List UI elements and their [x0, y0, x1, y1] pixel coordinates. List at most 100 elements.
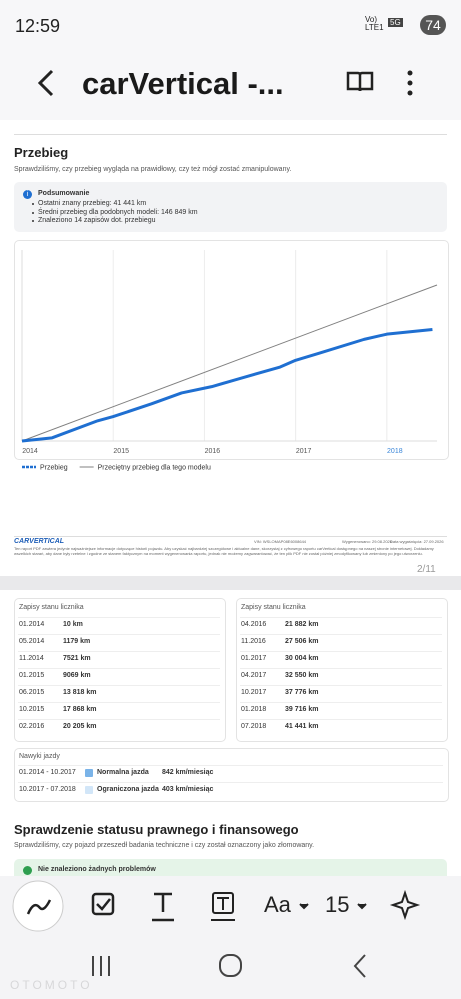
- watermark: OTOMOTO: [10, 978, 93, 992]
- time: 12:59: [15, 16, 61, 36]
- expires: Data wygaśnięcia: 27.09.2026: [390, 539, 444, 544]
- bottom-bar: [0, 876, 461, 999]
- row-line: [18, 634, 220, 635]
- row-line: [18, 702, 220, 703]
- nav-back-button[interactable]: [353, 954, 366, 978]
- app-icons: [37, 69, 413, 97]
- back-button[interactable]: [37, 69, 54, 97]
- row-line: [18, 685, 220, 686]
- ai-button[interactable]: [389, 889, 421, 921]
- date-cell: 04.2017: [241, 672, 267, 679]
- date-cell: 10.2017: [241, 689, 267, 696]
- dropdown-arrows: [299, 903, 367, 910]
- date-cell: 10.2015: [19, 706, 45, 713]
- select-button[interactable]: [91, 892, 115, 916]
- table-box: [14, 598, 226, 742]
- menu-button[interactable]: [407, 70, 413, 96]
- app-title: carVertical -...: [82, 66, 284, 101]
- km-cell: 37 776 km: [285, 689, 319, 696]
- logo: CARVERTICAL: [14, 538, 65, 545]
- date-cell: 04.2016: [241, 621, 267, 628]
- habits-title: Nawyki jazdy: [19, 753, 60, 760]
- bullet: [32, 203, 34, 205]
- km-cell: 7521 km: [63, 655, 91, 662]
- km-cell: 32 550 km: [285, 672, 319, 679]
- text-button[interactable]: [152, 892, 174, 922]
- font-button[interactable]: Aa: [264, 892, 291, 917]
- home-button[interactable]: [219, 954, 242, 977]
- date-cell: 11.2014: [19, 655, 44, 662]
- summary-title: Podsumowanie: [38, 190, 90, 197]
- section-subtitle: Sprawdziliśmy, czy przebieg wygląda na p…: [14, 166, 292, 173]
- date-cell: 05.2014: [19, 638, 45, 645]
- disclaimer: Ten raport PDF zawiera jedynie najważnie…: [14, 546, 434, 556]
- header-bg: [0, 0, 461, 120]
- divider: [14, 536, 447, 537]
- x-tick-label: 2016: [205, 448, 221, 455]
- summary-item: Ostatni znany przebieg: 41 441 km: [38, 200, 147, 207]
- row-line: [240, 719, 442, 720]
- swatch: [85, 769, 93, 777]
- row-line: [18, 782, 443, 783]
- x-tick-label: 2018: [387, 448, 403, 455]
- chart-box: [14, 240, 449, 460]
- summary-box: [14, 182, 447, 232]
- date-cell: 06.2015: [19, 689, 45, 696]
- toolbar-icons: [12, 880, 421, 978]
- row-line: [240, 668, 442, 669]
- bullet: [32, 211, 34, 214]
- pen-icon: [26, 899, 52, 915]
- info-icon: i: [23, 190, 32, 199]
- row-line: [240, 685, 442, 686]
- check-icon: [23, 866, 32, 875]
- network: Vo) LTE1: [365, 15, 384, 32]
- km-cell: 41 441 km: [285, 723, 319, 730]
- x-tick-label: 2015: [113, 448, 129, 455]
- swatch: [85, 786, 93, 794]
- date-cell: 07.2018: [241, 723, 267, 730]
- km-cell: 1179 km: [63, 638, 91, 645]
- x-tick-label: 2017: [296, 448, 312, 455]
- table-title: Zapisy stanu licznika: [19, 604, 84, 611]
- textbox-button[interactable]: [212, 892, 234, 914]
- check: [96, 898, 111, 911]
- row-line: [18, 719, 220, 720]
- textbox-icon: [211, 897, 235, 921]
- generated: Wygenerowano: 29.08.2026: [342, 539, 392, 544]
- series-line: [21, 328, 433, 443]
- bullet: [32, 220, 34, 222]
- size-button[interactable]: 15: [325, 892, 350, 917]
- style-cell: Ograniczona jazda: [97, 786, 159, 793]
- date-cell: 11.2016: [241, 638, 266, 645]
- row-line: [240, 617, 442, 618]
- signal: 5G: [388, 18, 403, 27]
- km-cell: 9069 km: [63, 672, 91, 679]
- date-cell: 01.2017: [241, 655, 267, 662]
- result: Nie znaleziono żadnych problemów: [38, 866, 156, 873]
- summary-item: Średni przebieg dla podobnych modeli: 14…: [38, 208, 198, 216]
- km-cell: 30 004 km: [285, 655, 319, 662]
- date-cell: 01.2015: [19, 672, 45, 679]
- row-line: [240, 702, 442, 703]
- section-title: Przebieg: [14, 145, 69, 160]
- date-cell: 01.2018: [241, 706, 267, 713]
- row-line: [240, 634, 442, 635]
- km-cell: 10 km: [63, 621, 83, 628]
- km-cell: 39 716 km: [285, 706, 319, 713]
- reader-button[interactable]: [346, 71, 374, 92]
- divider: [14, 134, 447, 135]
- result-box: [14, 859, 447, 881]
- table-title: Zapisy stanu licznika: [241, 604, 306, 611]
- section-subtitle: Sprawdziliśmy, czy pojazd przeszedł bada…: [14, 842, 315, 849]
- rate-cell: 403 km/miesiąc: [162, 786, 214, 793]
- chart: 2014 2015 2016 2017 2018 Przebieg Przeciętny p…: [21, 250, 438, 472]
- page-gap: [0, 576, 461, 590]
- series-line: [21, 284, 438, 442]
- km-cell: 27 506 km: [285, 638, 319, 645]
- row-line: [18, 765, 443, 766]
- legend-label: Przeciętny przebieg dla tego modelu: [98, 465, 211, 472]
- row-line: [18, 668, 220, 669]
- row-line: [18, 651, 220, 652]
- km-cell: 13 818 km: [63, 689, 97, 696]
- recents-button[interactable]: [92, 956, 110, 976]
